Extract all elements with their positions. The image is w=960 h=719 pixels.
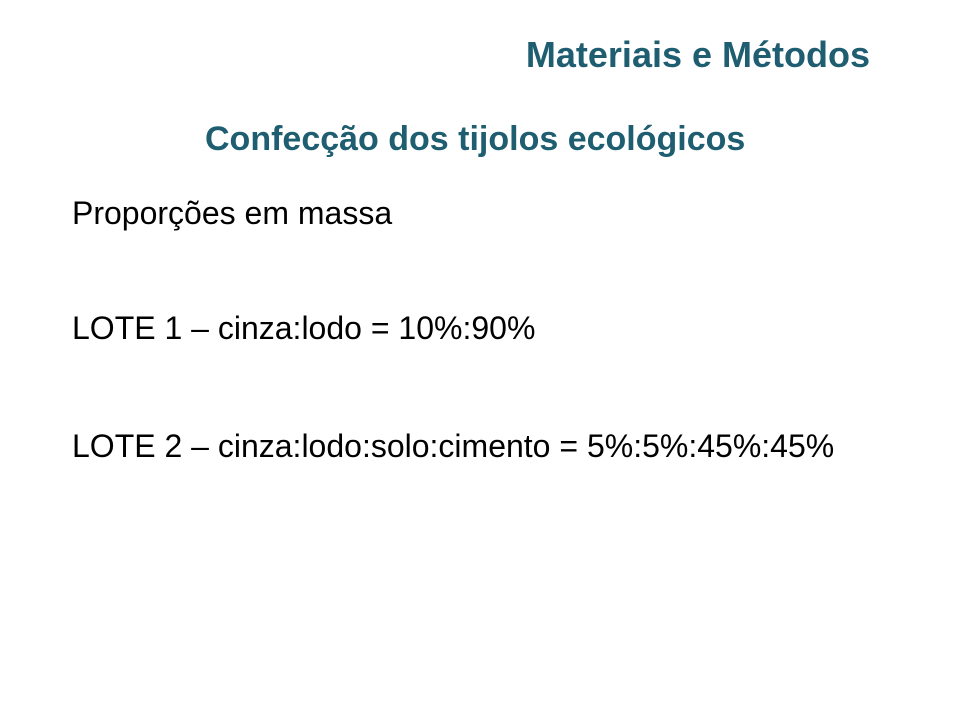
slide-subtitle: Confecção dos tijolos ecológicos	[205, 120, 745, 159]
slide-title: Materiais e Métodos	[526, 34, 870, 76]
lote-2-text: LOTE 2 – cinza:lodo:solo:cimento = 5%:5%…	[72, 428, 834, 465]
slide-container: Materiais e Métodos Confecção dos tijolo…	[0, 0, 960, 719]
lote-1-text: LOTE 1 – cinza:lodo = 10%:90%	[72, 310, 535, 347]
proportions-heading: Proporções em massa	[72, 195, 392, 232]
